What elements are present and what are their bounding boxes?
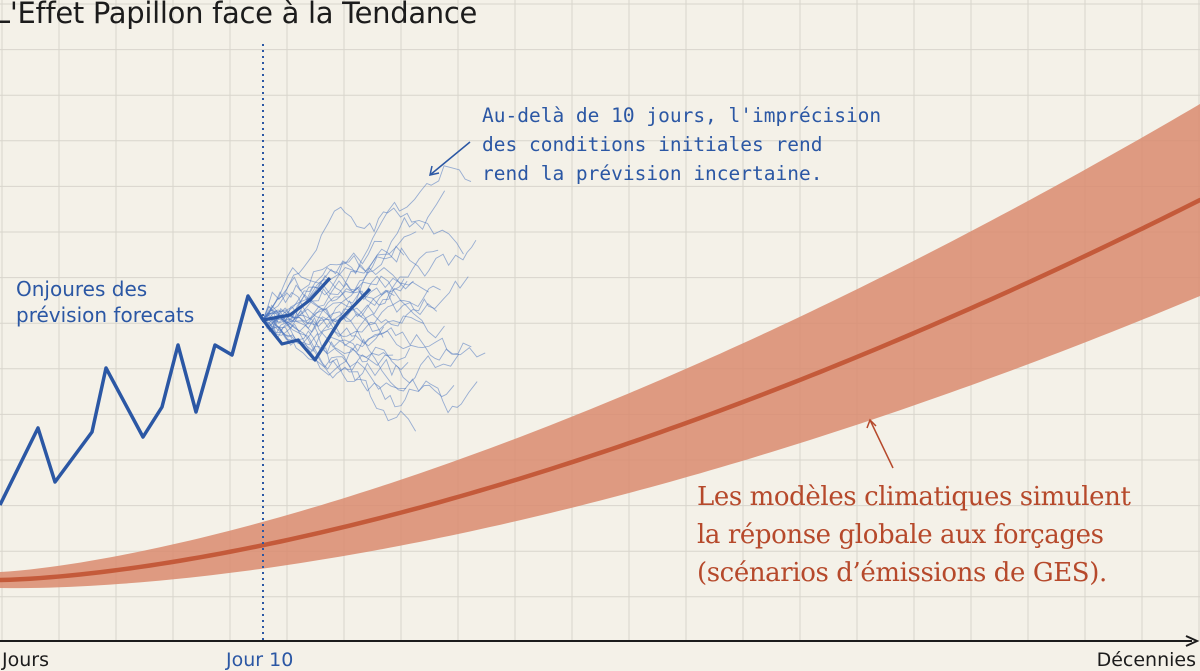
ensemble-member-line	[262, 309, 385, 347]
annotation-arrows	[429, 141, 894, 469]
climate-uncertainty-band	[0, 104, 1200, 589]
chaos-annotation-line: des conditions initiales rend	[482, 133, 823, 156]
climate-annotation: Les modèles climatiques simulent la répo…	[697, 478, 1197, 592]
chaos-arrow	[429, 141, 471, 176]
climate-annotation-line: Les modèles climatiques simulent	[697, 482, 1131, 512]
forecast-annotation-line: Onjoures des	[16, 277, 148, 301]
climate-uncertainty-layer	[0, 104, 1200, 589]
ensemble-member-line	[262, 315, 455, 408]
ensemble-member-line	[262, 206, 464, 321]
x-axis-arrowhead	[1185, 635, 1200, 647]
chaos-arrowhead	[429, 165, 440, 176]
forecast-annotation-line: prévision forecats	[16, 303, 195, 327]
climate-trend-line	[0, 197, 1200, 583]
climate-annotation-line: la réponse globale aux forçages	[697, 520, 1104, 550]
x-tick-label-day-10: Jour 10	[226, 649, 294, 671]
ensemble-member-line	[262, 249, 439, 321]
weather-forecast-line	[0, 294, 265, 506]
ensemble-member-line	[262, 319, 417, 432]
climate-arrow	[869, 419, 894, 469]
chaos-annotation-line: Au-delà de 10 jours, l'imprécision	[482, 104, 882, 127]
x-axis-layer	[0, 635, 1200, 647]
chaos-annotation-line: rend la prévision incertaine.	[482, 162, 823, 185]
weather-forecast-layer	[0, 276, 372, 506]
ensemble-member-line	[262, 312, 411, 361]
climate-annotation-line: (scénarios d’émissions de GES).	[697, 558, 1107, 588]
forecast-branch-line	[262, 276, 332, 322]
ensemble-member-line	[262, 165, 472, 321]
x-tick-label-days: Jours	[2, 649, 49, 671]
ensemble-member-line	[262, 240, 382, 321]
chart-title: L'Effet Papillon face à la Tendance	[0, 0, 478, 30]
forecast-annotation: Onjoures des prévision forecats	[16, 276, 246, 328]
ensemble-member-line	[262, 266, 414, 324]
forecast-branch-line	[261, 287, 372, 362]
ensemble-member-line	[262, 317, 486, 358]
ensemble-member-line	[262, 319, 460, 384]
chaos-annotation: Au-delà de 10 jours, l'imprécision des c…	[482, 101, 952, 188]
ensemble-member-line	[262, 319, 394, 379]
ensemble-member-line	[262, 319, 409, 382]
climate-arrowhead	[866, 418, 877, 429]
x-tick-label-decades: Décennies	[1096, 649, 1196, 671]
ensemble-member-line	[262, 231, 417, 321]
ensemble-layer	[262, 165, 486, 432]
